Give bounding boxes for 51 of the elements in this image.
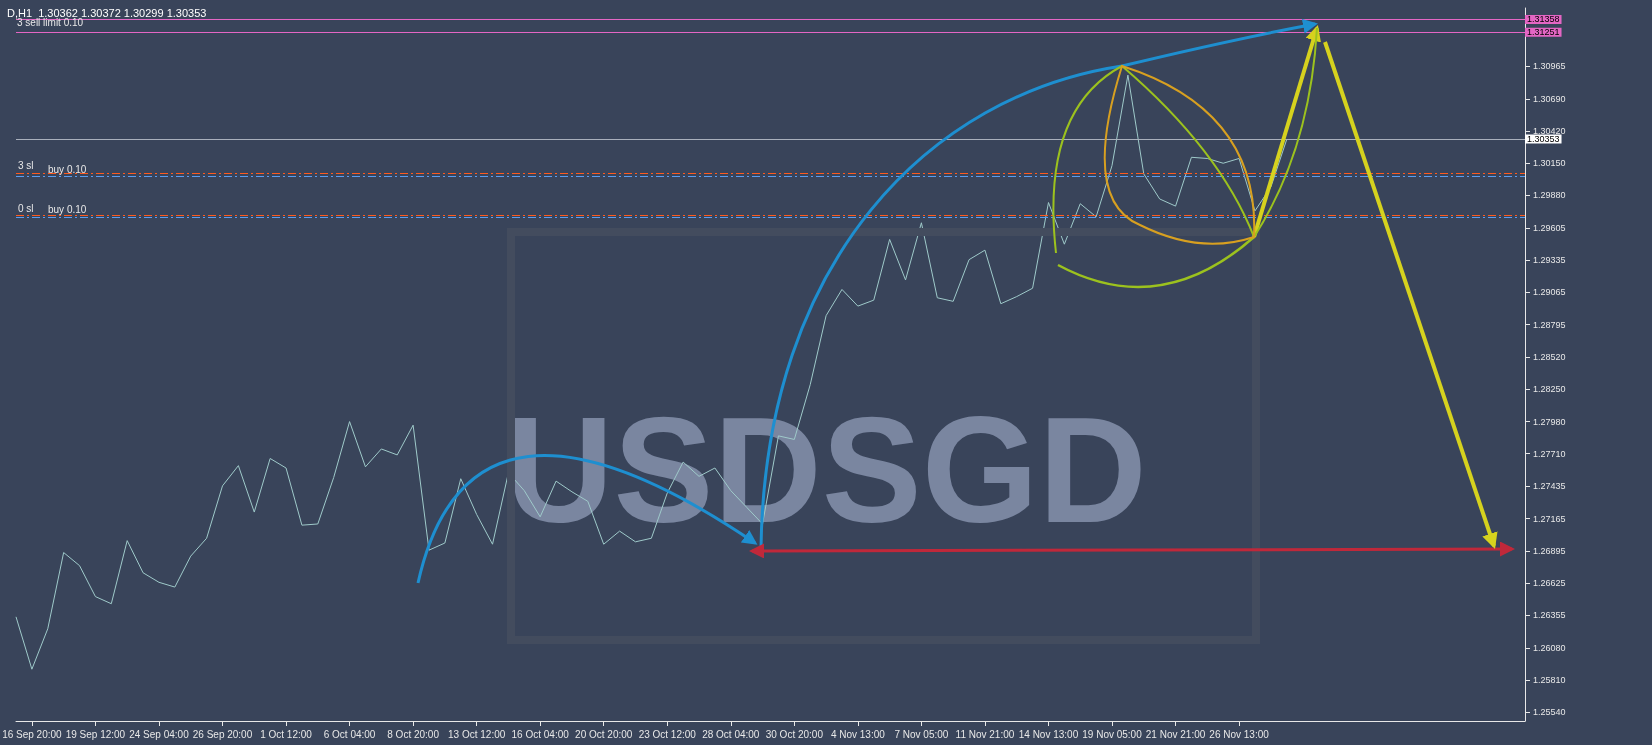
x-tick-label: 19 Nov 05:00 [1082, 728, 1143, 740]
y-tick-label: 1.29605 [1533, 223, 1566, 234]
y-tick-label: 1.25810 [1533, 674, 1566, 685]
x-tick-label: 1 Oct 12:00 [260, 728, 313, 740]
x-tick-label: 23 Oct 12:00 [638, 728, 697, 740]
x-tick-label: 4 Nov 13:00 [830, 728, 886, 740]
ref-line-label: buy 0.10 [48, 163, 87, 175]
line-series [15, 74, 1288, 670]
chart-title: D,H1 1.30362 1.30372 1.30299 1.30353 [7, 6, 207, 19]
y-tick-label: 1.30965 [1533, 61, 1566, 72]
x-tick-label: 13 Oct 12:00 [448, 728, 506, 740]
y-tick-label: 1.26625 [1533, 577, 1566, 588]
x-tick-label: 11 Nov 21:00 [955, 728, 1015, 740]
x-tick-label: 26 Sep 20:00 [192, 728, 253, 740]
y-tick-label: 1.30690 [1533, 93, 1566, 104]
y-tick-label: 1.28795 [1533, 319, 1566, 330]
y-tick-label: 1.29335 [1533, 255, 1566, 266]
y-tick-label: 1.29065 [1533, 287, 1566, 298]
x-tick-label: 7 Nov 05:00 [894, 728, 949, 740]
y-tick-label: 1.25540 [1533, 707, 1566, 718]
x-tick-label: 28 Oct 04:00 [702, 728, 760, 740]
x-tick-label: 24 Sep 04:00 [129, 728, 190, 740]
y-tick-label: 1.30150 [1533, 158, 1566, 169]
ref-line-label: 0 sl [18, 203, 34, 215]
y-tick-label: 1.28250 [1533, 384, 1566, 395]
x-tick-label: 6 Oct 04:00 [323, 728, 376, 740]
x-tick-label: 21 Nov 21:00 [1145, 728, 1206, 740]
y-tick-label: 1.26355 [1533, 610, 1566, 621]
y-tick-label: 1.27165 [1533, 513, 1566, 524]
y-tick-label: 1.26895 [1533, 545, 1566, 556]
y-tick-label: 1.30420 [1533, 126, 1566, 137]
ref-line-label: 1.31358 [1527, 14, 1560, 25]
ref-line-label: 1.30353 [1527, 134, 1560, 145]
x-tick-label: 16 Sep 20:00 [2, 728, 63, 740]
annotation: 3 sell limit 0.10 [17, 16, 84, 28]
y-tick-label: 1.26080 [1533, 642, 1566, 653]
x-tick-label: 26 Nov 13:00 [1209, 728, 1270, 740]
x-tick-label: 16 Oct 04:00 [511, 728, 570, 740]
y-tick-label: 1.27435 [1533, 481, 1566, 492]
ref-line-label: 3 sl [18, 160, 34, 172]
y-tick-label: 1.28520 [1533, 352, 1566, 363]
x-tick-label: 14 Nov 13:00 [1018, 728, 1079, 740]
y-tick-label: 1.27710 [1533, 448, 1566, 459]
y-tick-label: 1.29880 [1533, 190, 1566, 201]
x-tick-label: 20 Oct 20:00 [575, 728, 633, 740]
y-tick-label: 1.27980 [1533, 416, 1566, 427]
ref-line-label: 1.31251 [1527, 27, 1560, 38]
x-tick-label: 8 Oct 20:00 [387, 728, 440, 740]
x-tick-label: 30 Oct 20:00 [765, 728, 824, 740]
ref-line-label: buy 0.10 [48, 204, 87, 216]
x-tick-label: 19 Sep 12:00 [65, 728, 126, 740]
